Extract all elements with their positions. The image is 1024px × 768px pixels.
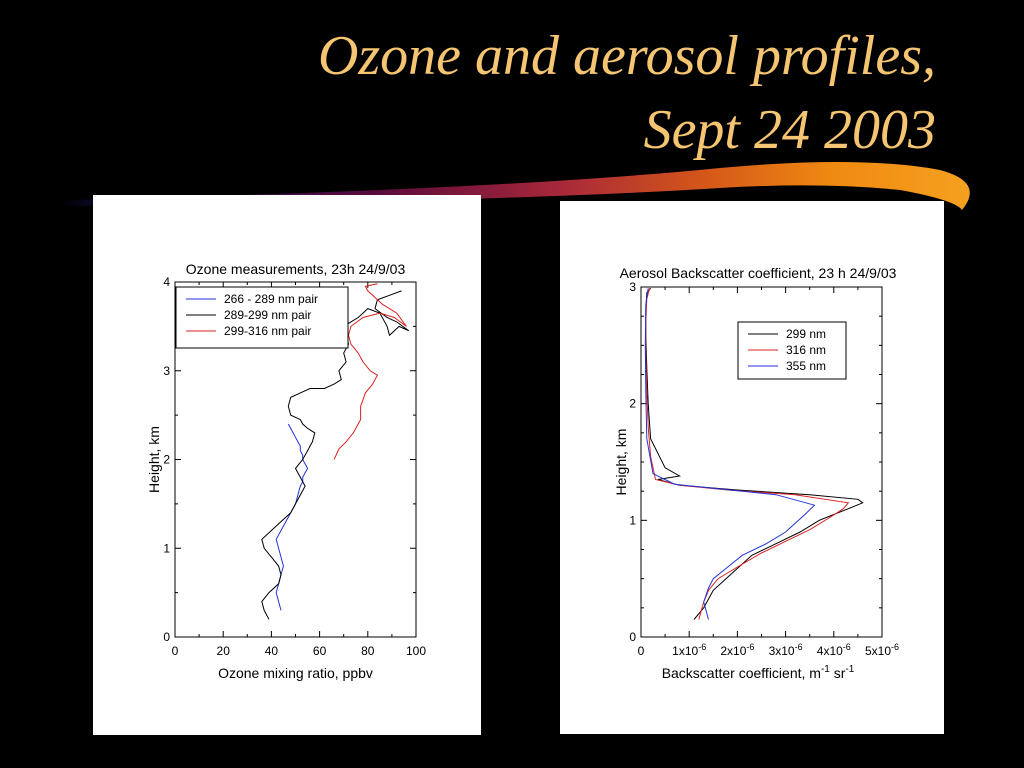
- y-tick-label-1-0: 0: [629, 630, 636, 644]
- x-tick-label-1-3: 3x10-6: [769, 642, 803, 658]
- x-tick-label-exponent: -6: [795, 642, 803, 652]
- x-tick-label-0-1: 20: [217, 644, 231, 658]
- x-tick-label-1-5: 5x10-6: [865, 642, 899, 658]
- x-tick-label-base: 3x10: [769, 644, 795, 658]
- x-axis-label-text: Backscatter coefficient, m: [662, 665, 821, 681]
- x-tick-label-base: 0: [638, 644, 645, 658]
- x-tick-label-0-5: 100: [406, 644, 426, 658]
- x-tick-label-base: 1x10: [672, 644, 698, 658]
- x-tick-label-1-1: 1x10-6: [672, 642, 706, 658]
- x-tick-label-0-2: 40: [265, 644, 279, 658]
- y-tick-label-0-1: 1: [163, 541, 170, 555]
- legend-label-1-0: 299 nm: [786, 327, 826, 341]
- x-tick-label-exponent: -6: [698, 642, 706, 652]
- x-tick-label-exponent: -6: [843, 642, 851, 652]
- y-tick-label-1-3: 3: [629, 280, 636, 294]
- legend-label-0-2: 299-316 nm pair: [224, 324, 311, 338]
- y-tick-label-1-1: 1: [629, 513, 636, 527]
- series-line-0-0: [275, 423, 309, 611]
- x-tick-label-0-0: 0: [172, 644, 179, 658]
- legend-label-1-1: 316 nm: [786, 343, 826, 357]
- series-line-1-2: [644, 288, 816, 620]
- series-line-0-2: [333, 283, 407, 460]
- series-line-0-1: [261, 290, 410, 620]
- chart-title-aerosol: Aerosol Backscatter coefficient, 23 h 24…: [620, 265, 897, 281]
- x-tick-label-base: 4x10: [817, 644, 843, 658]
- slide-title-line1: Ozone and aerosol profiles,: [317, 25, 936, 87]
- series-line-1-1: [645, 288, 850, 620]
- x-axis-label-sr: sr: [834, 665, 846, 681]
- legend-box-0: [175, 286, 349, 349]
- x-tick-label-base: 5x10: [865, 644, 891, 658]
- x-tick-label-0-3: 60: [313, 644, 327, 658]
- x-tick-label-1-0: 0: [638, 644, 645, 658]
- chart-title-ozone: Ozone measurements, 23h 24/9/03: [186, 261, 406, 277]
- y-tick-label-0-4: 4: [163, 275, 170, 289]
- x-tick-label-exponent: -6: [891, 642, 899, 652]
- y-tick-label-1-2: 2: [629, 397, 636, 411]
- x-axis-label-aerosol: Backscatter coefficient, m-1 sr-1: [662, 664, 855, 681]
- x-tick-label-0-4: 80: [361, 644, 375, 658]
- y-tick-label-0-2: 2: [163, 453, 170, 467]
- legend-label-0-1: 289-299 nm pair: [224, 308, 311, 322]
- slide-title-line2: Sept 24 2003: [643, 99, 936, 161]
- y-tick-label-0-3: 3: [163, 364, 170, 378]
- y-axis-label-aerosol: Height, km: [613, 429, 629, 496]
- x-axis-label-exp1: -1: [821, 664, 830, 675]
- x-tick-label-base: 2x10: [720, 644, 746, 658]
- aerosol-chart-panel: [560, 201, 944, 734]
- legend-label-0-0: 266 - 289 nm pair: [224, 292, 318, 306]
- legend-label-1-2: 355 nm: [786, 359, 826, 373]
- x-axis-label-ozone: Ozone mixing ratio, ppbv: [218, 665, 373, 681]
- x-tick-label-exponent: -6: [746, 642, 754, 652]
- series-line-1-0: [645, 287, 864, 620]
- y-tick-label-0-0: 0: [163, 630, 170, 644]
- x-axis-label-exp2: -1: [845, 664, 854, 675]
- x-tick-label-1-2: 2x10-6: [720, 642, 754, 658]
- y-axis-label-ozone: Height, km: [146, 426, 162, 493]
- x-tick-label-1-4: 4x10-6: [817, 642, 851, 658]
